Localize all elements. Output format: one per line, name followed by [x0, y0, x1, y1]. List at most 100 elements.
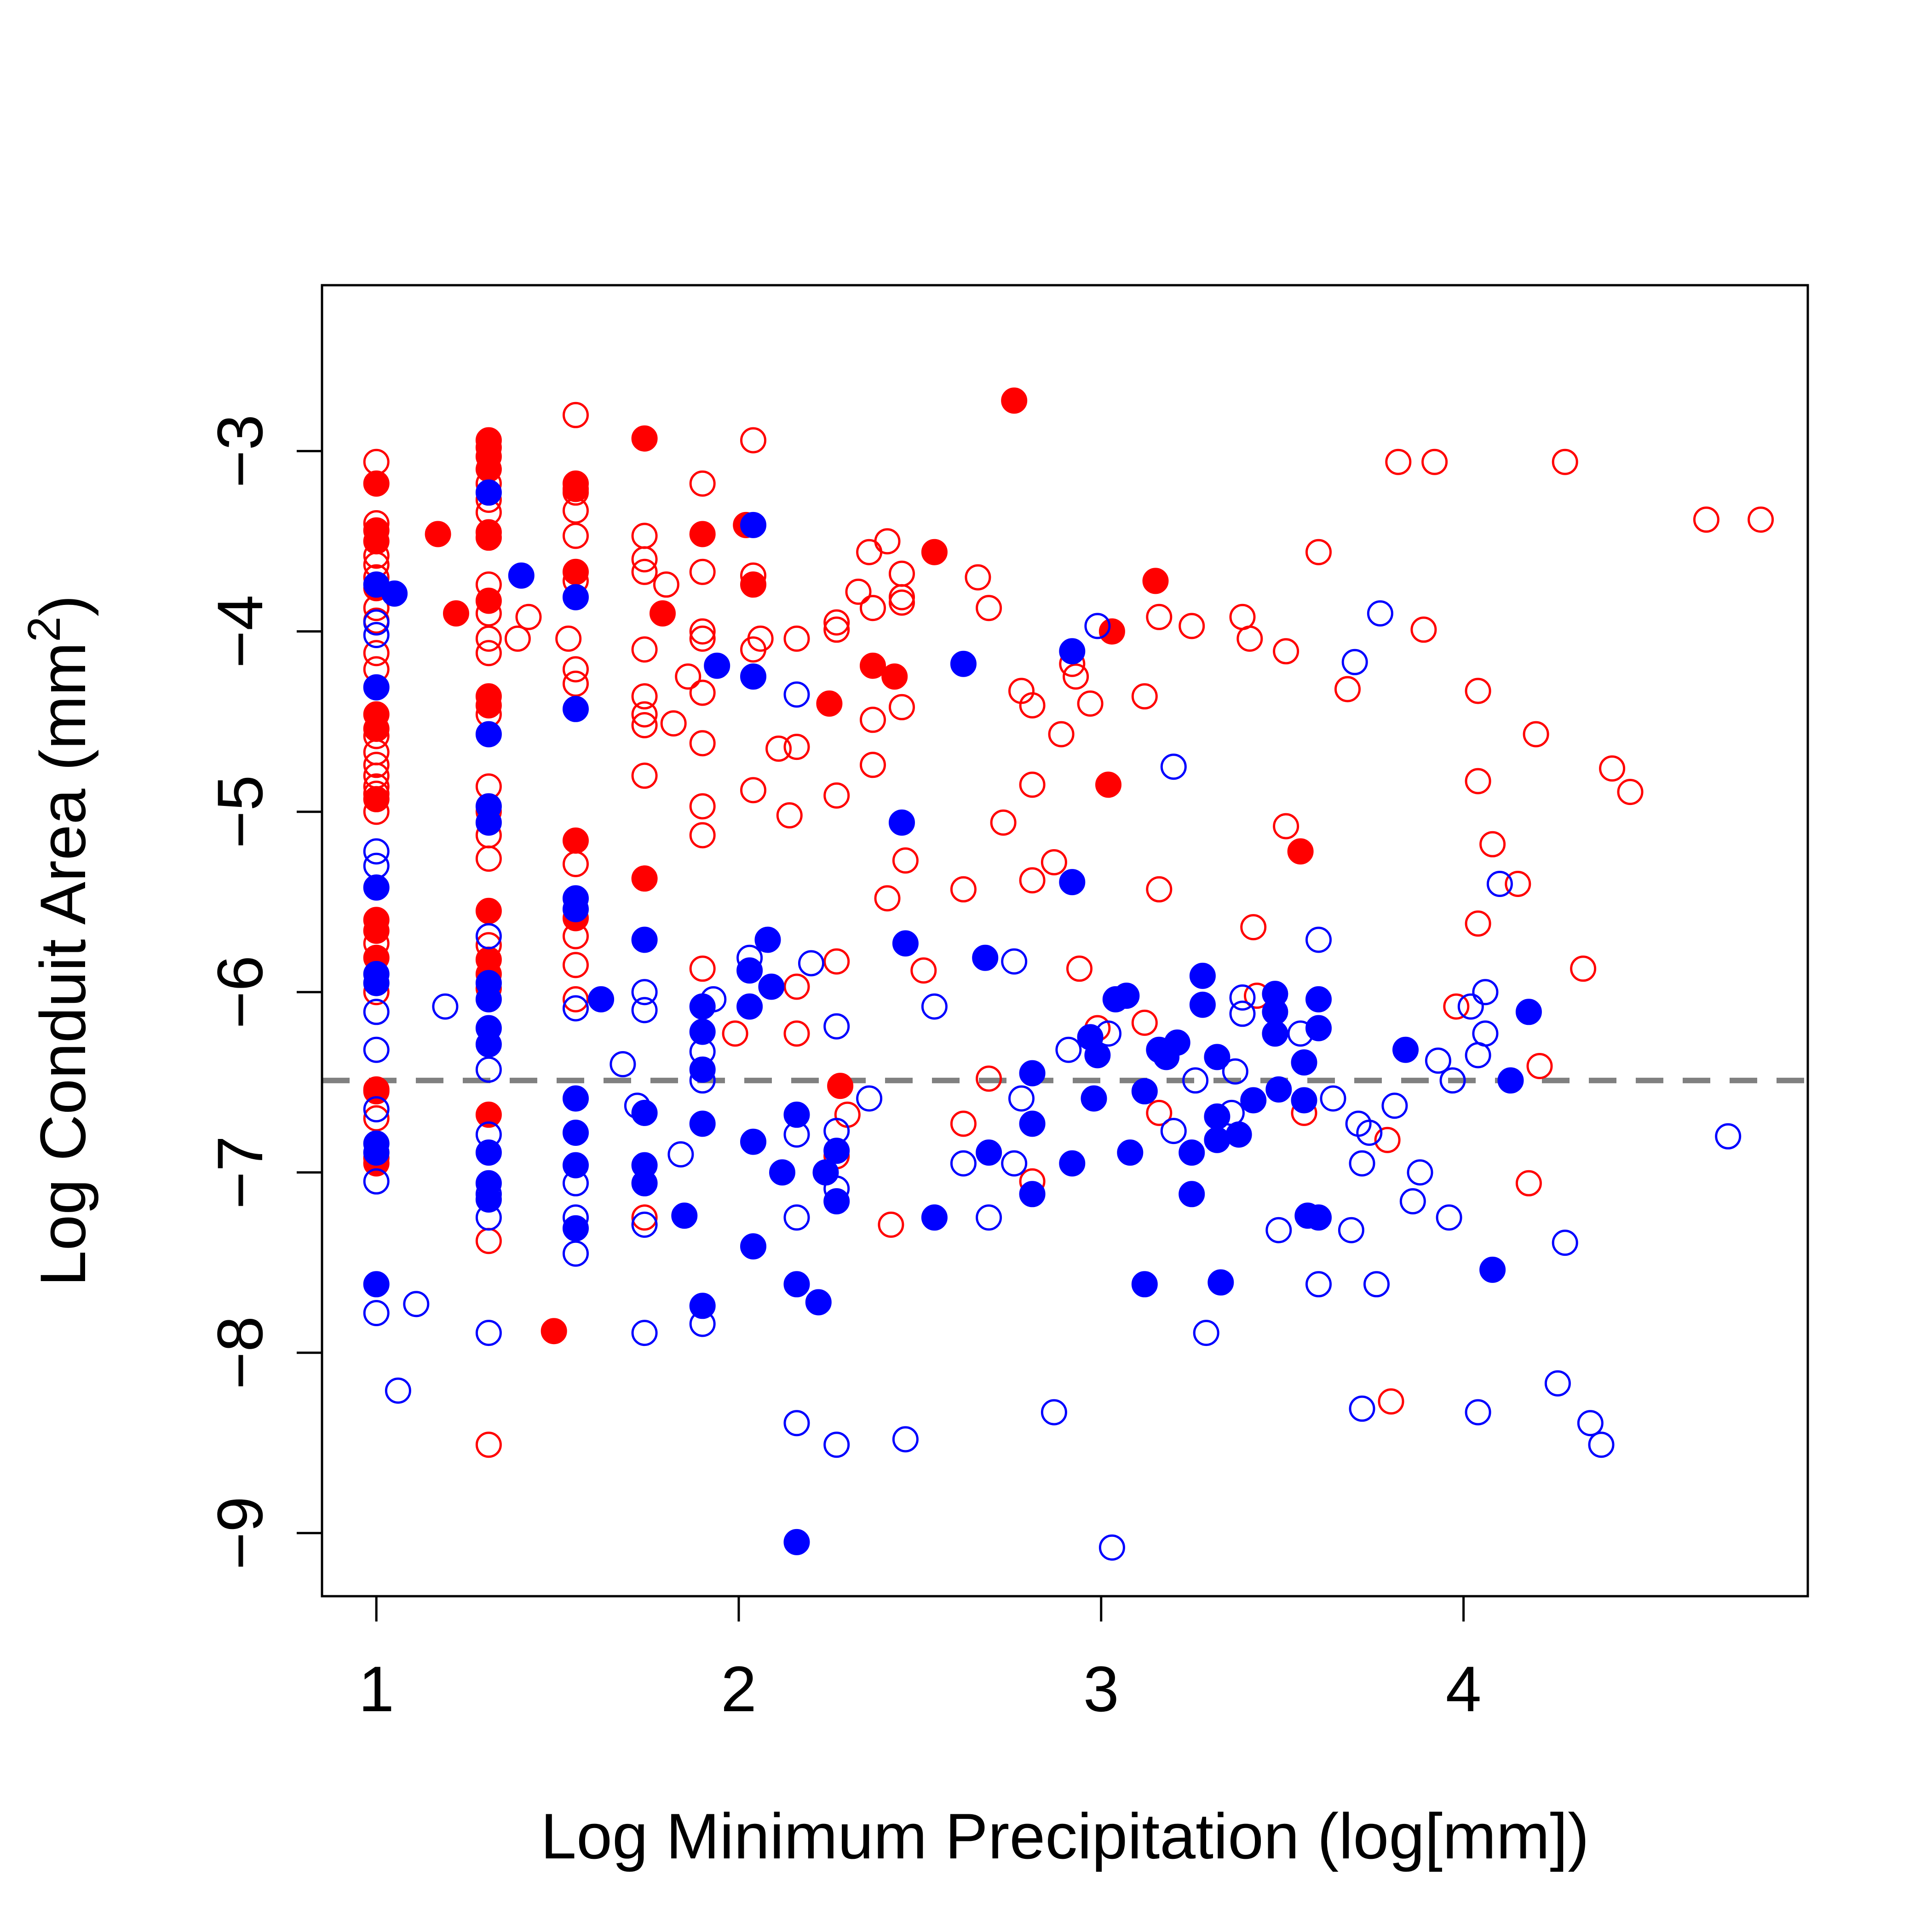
data-point-blue-hollow [689, 1067, 716, 1094]
data-point-blue-filled [950, 650, 977, 677]
data-point-red-filled [689, 521, 716, 547]
y-tick-label: −4 [204, 595, 276, 668]
data-point-red-hollow [740, 777, 766, 804]
data-point-blue-hollow [631, 1211, 658, 1238]
data-point-red-hollow [504, 625, 531, 652]
data-point-red-hollow [689, 470, 716, 497]
data-point-blue-hollow [783, 1204, 810, 1231]
data-point-red-hollow [563, 479, 589, 506]
data-point-blue-filled [631, 1170, 658, 1196]
data-point-blue-hollow [1305, 1271, 1332, 1298]
data-point-red-hollow [1048, 721, 1075, 748]
data-point-red-hollow [722, 1020, 748, 1047]
x-tick-label: 3 [1083, 1653, 1119, 1725]
data-point-red-filled [1095, 771, 1121, 798]
data-point-blue-filled [475, 986, 502, 1012]
data-point-red-hollow [563, 986, 589, 1012]
data-point-blue-hollow [1222, 1058, 1248, 1085]
data-point-blue-filled [740, 663, 766, 690]
data-point-red-filled [475, 456, 502, 483]
data-point-blue-hollow [689, 1311, 716, 1337]
data-point-red-hollow [1526, 1053, 1553, 1079]
data-point-blue-hollow [1001, 948, 1028, 975]
data-point-red-filled [425, 521, 451, 547]
data-point-blue-filled [1189, 991, 1216, 1018]
y-tick-label: −3 [204, 414, 276, 488]
data-point-red-hollow [689, 730, 716, 757]
data-point-blue-filled [1059, 869, 1086, 896]
data-point-blue-filled [475, 1031, 502, 1058]
data-point-blue-filled [1291, 1087, 1317, 1114]
data-point-blue-hollow [783, 1410, 810, 1437]
data-point-red-hollow [950, 1110, 977, 1137]
data-point-red-hollow [660, 710, 687, 737]
data-point-red-hollow [363, 762, 390, 789]
data-point-red-hollow [1505, 871, 1531, 897]
data-point-red-filled [881, 663, 908, 690]
data-point-blue-filled [563, 584, 589, 610]
data-point-blue-filled [363, 1271, 390, 1298]
data-point-red-hollow [1693, 506, 1719, 533]
data-point-blue-hollow [1055, 1036, 1082, 1063]
y-axis-label-main: Log Conduit Area (mm [27, 642, 99, 1287]
data-point-blue-filled [563, 696, 589, 722]
data-point-red-hollow [783, 625, 810, 652]
data-point-red-hollow [965, 564, 991, 591]
data-point-red-hollow [363, 448, 390, 475]
data-point-blue-filled [1204, 1103, 1230, 1130]
data-point-red-hollow [1131, 683, 1158, 710]
data-point-blue-filled [1179, 1139, 1205, 1166]
data-point-blue-filled [689, 1293, 716, 1319]
data-point-blue-hollow [783, 1121, 810, 1148]
data-point-blue-filled [563, 1120, 589, 1146]
data-point-blue-filled [704, 652, 730, 679]
data-point-red-hollow [631, 1204, 658, 1231]
data-point-red-hollow [631, 558, 658, 585]
data-point-red-hollow [747, 625, 774, 652]
data-point-red-hollow [555, 625, 582, 652]
data-point-blue-filled [1019, 1110, 1046, 1137]
data-point-blue-hollow [1341, 649, 1368, 675]
data-point-blue-hollow [1305, 926, 1332, 953]
data-point-blue-filled [363, 874, 390, 901]
data-point-blue-filled [740, 1233, 766, 1259]
data-point-blue-filled [475, 721, 502, 748]
data-point-blue-filled [689, 1018, 716, 1045]
data-point-red-hollow [363, 723, 390, 749]
data-point-red-hollow [860, 707, 886, 733]
data-point-blue-hollow [1320, 1085, 1346, 1112]
data-point-red-hollow [631, 636, 658, 663]
data-point-blue-hollow [385, 1377, 411, 1404]
data-point-red-hollow [631, 546, 658, 573]
data-point-blue-hollow [856, 1085, 883, 1112]
data-point-red-hollow [563, 402, 589, 428]
data-point-red-filled [827, 1073, 854, 1099]
data-point-blue-hollow [892, 1426, 919, 1453]
data-point-red-hollow [740, 562, 766, 589]
data-point-blue-filled [783, 1101, 810, 1128]
data-point-blue-filled [1081, 1085, 1107, 1112]
data-point-blue-filled [1084, 1042, 1111, 1069]
y-tick-label: −5 [204, 775, 276, 849]
data-point-blue-hollow [1041, 1399, 1067, 1426]
data-point-red-hollow [1515, 1170, 1542, 1196]
x-axis: 1 2 3 4 [358, 1595, 1482, 1725]
data-point-blue-hollow [363, 999, 390, 1025]
data-point-red-hollow [889, 589, 915, 616]
data-point-red-hollow [631, 712, 658, 738]
data-point-blue-hollow [1160, 1118, 1187, 1144]
data-point-red-hollow [363, 510, 390, 536]
data-point-red-hollow [1146, 876, 1173, 903]
data-point-blue-filled [754, 926, 781, 953]
data-point-red-hollow [631, 683, 658, 710]
data-point-red-hollow [1748, 506, 1774, 533]
data-point-red-hollow [475, 932, 502, 959]
data-point-blue-filled [1059, 1150, 1086, 1177]
data-point-blue-filled [563, 896, 589, 922]
data-point-red-hollow [515, 604, 542, 630]
data-point-blue-filled [563, 1085, 589, 1112]
data-point-red-hollow [874, 528, 901, 555]
data-point-blue-hollow [1160, 753, 1187, 780]
data-point-blue-filled [892, 930, 919, 957]
data-point-red-hollow [631, 701, 658, 728]
